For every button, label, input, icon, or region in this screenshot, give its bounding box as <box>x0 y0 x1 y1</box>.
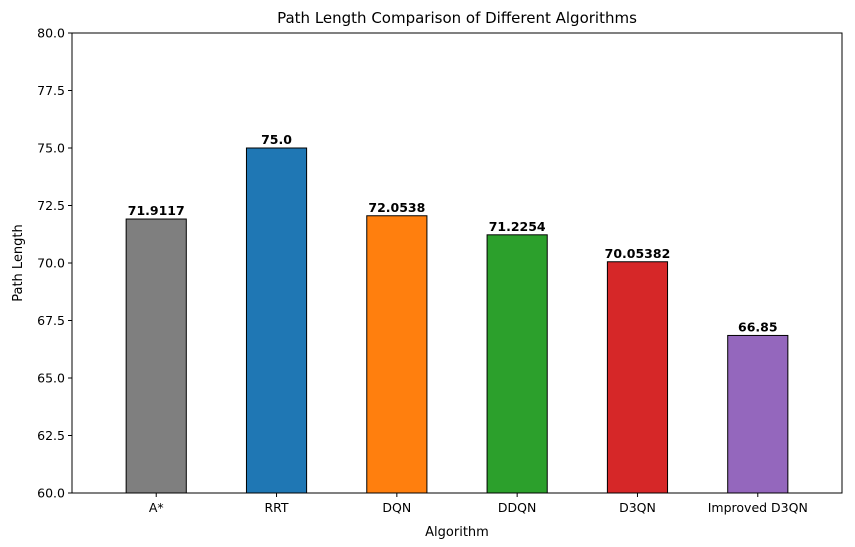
x-tick-label: A* <box>149 500 164 515</box>
y-tick-label: 75.0 <box>37 141 65 156</box>
bar-a <box>125 218 187 494</box>
bar-improved-d3qn <box>727 334 789 494</box>
chart-title: Path Length Comparison of Different Algo… <box>277 9 637 27</box>
plot-frame <box>71 32 843 494</box>
y-tick-label: 62.5 <box>37 428 65 443</box>
x-axis-label: Algorithm <box>425 525 489 540</box>
bar-ddqn <box>486 234 548 494</box>
data-label: 75.0 <box>261 132 292 147</box>
x-tick-label: DQN <box>382 500 411 515</box>
y-tick-label: 80.0 <box>37 26 65 41</box>
data-label: 71.9117 <box>128 203 185 218</box>
bar-rrt <box>245 147 308 494</box>
y-tick-label: 72.5 <box>37 198 65 213</box>
y-tick-label: 67.5 <box>37 313 65 328</box>
bar-dqn <box>366 215 428 494</box>
y-tick-label: 77.5 <box>37 83 65 98</box>
data-label: 70.05382 <box>605 246 671 261</box>
y-tick-label: 70.0 <box>37 256 65 271</box>
plot-area: 60.0 62.5 65.0 67.5 70.0 72.5 75.0 77.5 80.0 A* 71… <box>37 26 808 516</box>
data-label: 71.2254 <box>489 219 546 234</box>
data-label: 66.85 <box>738 319 778 334</box>
x-tick-label: DDQN <box>498 500 536 515</box>
x-tick-label: D3QN <box>619 500 656 515</box>
data-label: 72.0538 <box>368 200 425 215</box>
y-tick-label: 60.0 <box>37 486 65 501</box>
y-axis-label: Path Length <box>11 224 26 302</box>
bar-d3qn <box>606 261 669 494</box>
x-tick-label: Improved D3QN <box>708 500 808 515</box>
y-tick-label: 65.0 <box>37 371 65 386</box>
x-tick-label: RRT <box>264 500 288 515</box>
